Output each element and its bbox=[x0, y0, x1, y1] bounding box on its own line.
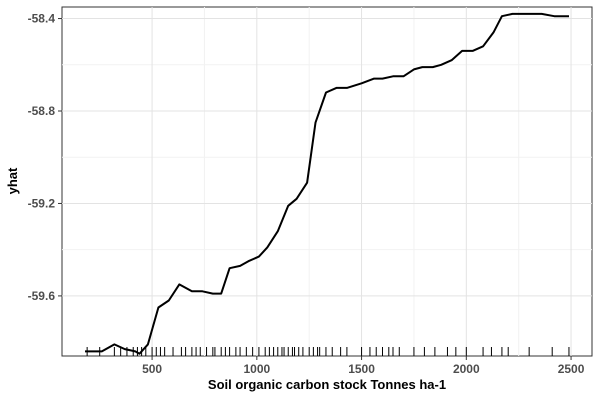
x-tick-label: 2000 bbox=[453, 362, 480, 376]
x-tick-label: 1500 bbox=[348, 362, 375, 376]
y-tick-label: -59.2 bbox=[28, 196, 56, 210]
y-axis: -59.6 -59.2 -58.8 -58.4 bbox=[28, 12, 62, 303]
y-tick-label: -58.4 bbox=[28, 12, 56, 26]
series-line bbox=[85, 12, 569, 355]
x-tick-label: 2500 bbox=[558, 362, 585, 376]
y-tick-label: -58.8 bbox=[28, 104, 56, 118]
x-axis-title: Soil organic carbon stock Tonnes ha-1 bbox=[208, 377, 446, 392]
x-axis: 500 1000 1500 2000 2500 bbox=[142, 356, 585, 376]
x-tick-label: 500 bbox=[142, 362, 162, 376]
x-tick-label: 1000 bbox=[243, 362, 270, 376]
y-axis-title: yhat bbox=[5, 167, 20, 194]
panel-border bbox=[61, 6, 593, 357]
rug bbox=[86, 347, 570, 356]
y-tick-label: -59.6 bbox=[28, 289, 56, 303]
grid bbox=[62, 7, 592, 356]
